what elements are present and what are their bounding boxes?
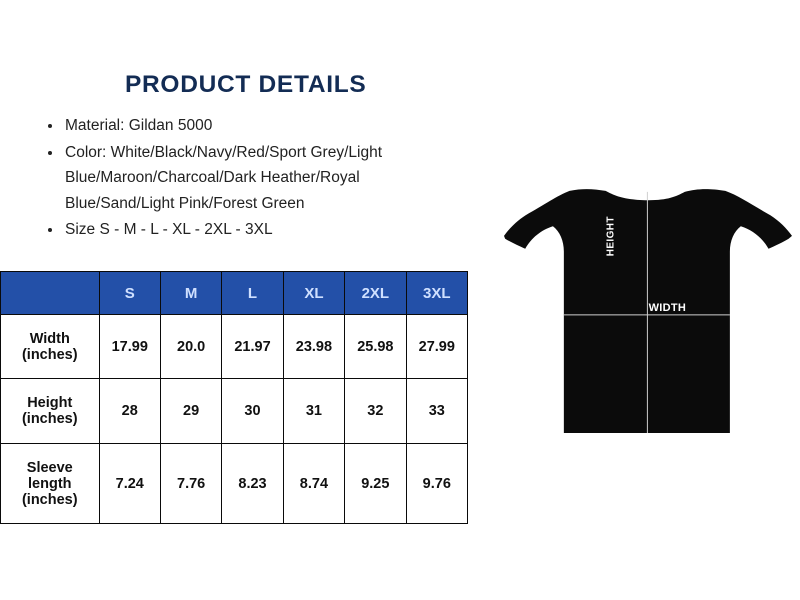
svg-text:HEIGHT: HEIGHT — [606, 216, 617, 256]
svg-text:WIDTH: WIDTH — [649, 302, 687, 314]
